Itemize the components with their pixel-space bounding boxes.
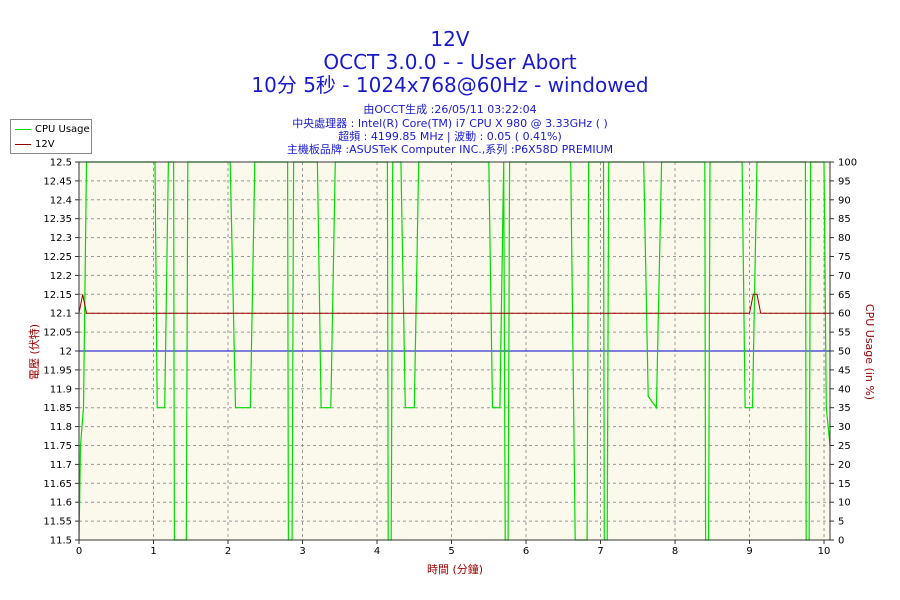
y-left-tick-label: 12.3 — [50, 233, 72, 244]
info-line-motherboard: 主機板品牌 :ASUSTeK Computer INC.,系列 :P6X58D … — [286, 143, 614, 156]
y-left-tick-label: 11.55 — [43, 517, 72, 528]
y-left-tick-label: 11.6 — [50, 498, 72, 509]
y-left-tick-label: 11.5 — [50, 536, 72, 547]
x-axis-label: 時間 (分鐘) — [427, 562, 483, 576]
y-left-tick-label: 12.25 — [43, 252, 72, 263]
y-right-tick-label: 10 — [838, 498, 851, 509]
y-right-tick-label: 50 — [838, 347, 851, 358]
y-right-tick-label: 60 — [838, 309, 851, 320]
y-right-tick-label: 85 — [838, 214, 851, 225]
y-right-tick-label: 20 — [838, 460, 851, 471]
legend-swatch-12v — [15, 143, 31, 145]
x-tick-label: 7 — [597, 546, 603, 557]
x-axis-ticks: 0 1 2 3 4 5 6 7 8 9 10 — [76, 540, 831, 557]
y-left-tick-label: 12.1 — [50, 309, 72, 320]
y-right-tick-label: 80 — [838, 233, 851, 244]
x-tick-label: 8 — [672, 546, 678, 557]
chart-title: 12V — [430, 27, 470, 51]
y-right-tick-label: 5 — [838, 517, 844, 528]
legend-label-cpu-usage: CPU Usage — [35, 123, 90, 135]
y-left-axis-label: 電壓 (伏特) — [27, 324, 41, 380]
y-right-tick-label: 30 — [838, 422, 851, 433]
y-left-tick-label: 12.4 — [50, 195, 72, 206]
y-right-axis-label: CPU Usage (in %) — [863, 304, 876, 400]
x-tick-label: 9 — [746, 546, 752, 557]
y-left-tick-label: 11.95 — [43, 365, 72, 376]
y-left-tick-label: 12.45 — [43, 176, 72, 187]
y-left-tick-label: 12.05 — [43, 328, 72, 339]
x-tick-label: 3 — [299, 546, 305, 557]
y-left-tick-label: 12.5 — [50, 158, 72, 169]
info-line-generated: 由OCCT生成 :26/05/11 03:22:04 — [363, 103, 537, 116]
series-line-12v — [78, 293, 830, 314]
x-tick-label: 6 — [523, 546, 529, 557]
y-right-tick-label: 40 — [838, 384, 851, 395]
info-line-cpu: 中央處理器 : Intel(R) Core(TM) i7 CPU X 980 @… — [292, 117, 608, 130]
legend-label-12v: 12V — [35, 138, 55, 150]
y-right-tick-label: 25 — [838, 441, 851, 452]
x-tick-label: 0 — [76, 546, 82, 557]
y-left-tick-label: 11.9 — [50, 384, 72, 395]
y-right-tick-label: 0 — [838, 536, 844, 547]
y-left-tick-label: 11.85 — [43, 403, 72, 414]
y-right-tick-label: 55 — [838, 328, 851, 339]
y-right-tick-label: 75 — [838, 252, 851, 263]
y-right-tick-label: 70 — [838, 271, 851, 282]
y-right-tick-label: 95 — [838, 176, 851, 187]
y-left-tick-label: 11.8 — [50, 422, 72, 433]
y-left-tick-label: 12.35 — [43, 214, 72, 225]
y-left-tick-label: 11.65 — [43, 479, 72, 490]
y-right-tick-label: 90 — [838, 195, 851, 206]
y-left-tick-label: 12.15 — [43, 290, 72, 301]
y-left-tick-label: 12.2 — [50, 271, 72, 282]
chart-legend: CPU Usage 12V — [10, 119, 92, 154]
y-left-tick-label: 11.75 — [43, 441, 72, 452]
legend-swatch-cpu-usage — [15, 128, 31, 130]
y-right-tick-label: 100 — [838, 158, 857, 169]
x-tick-label: 5 — [448, 546, 454, 557]
y-right-tick-label: 15 — [838, 479, 851, 490]
y-left-tick-label: 11.7 — [50, 460, 72, 471]
chart-subtitle: OCCT 3.0.0 - - User Abort — [323, 50, 577, 74]
y-left-tick-label: 12 — [59, 347, 72, 358]
y-left-axis-ticks: 11.5 11.55 11.6 11.65 11.7 11.75 11.8 11.85 11.9… — [43, 158, 79, 547]
x-tick-label: 1 — [150, 546, 156, 557]
info-line-clock: 超頻 : 4199.85 MHz | 波動 : 0.05 ( 0.41%) — [338, 130, 562, 143]
y-right-tick-label: 45 — [838, 365, 851, 376]
y-right-axis-ticks: 0 5 10 15 20 25 30 35 40 45 50 55 60 65 70 75 80 85 90 95 10… — [830, 158, 857, 547]
x-tick-label: 2 — [225, 546, 231, 557]
x-tick-label: 4 — [374, 546, 380, 557]
y-right-tick-label: 35 — [838, 403, 851, 414]
y-right-tick-label: 65 — [838, 290, 851, 301]
x-tick-label: 10 — [818, 546, 831, 557]
run-info: 10分 5秒 - 1024x768@60Hz - windowed — [251, 73, 649, 97]
legend-item-12v: 12V — [15, 137, 55, 151]
legend-item-cpu-usage: CPU Usage — [15, 122, 90, 136]
